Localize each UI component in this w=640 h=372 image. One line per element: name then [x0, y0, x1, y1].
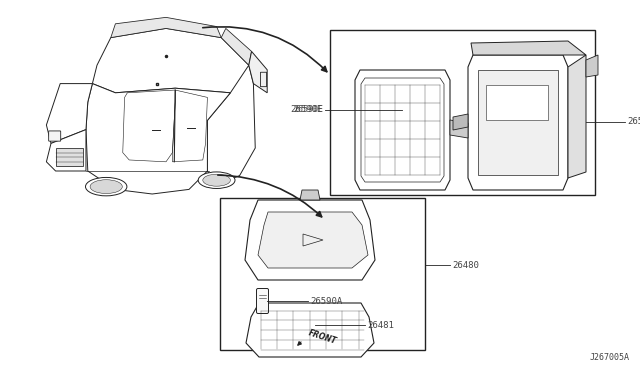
Text: 26590E: 26590E: [291, 106, 323, 115]
Polygon shape: [46, 129, 86, 171]
Text: J267005A: J267005A: [590, 353, 630, 362]
Polygon shape: [468, 55, 568, 190]
FancyBboxPatch shape: [49, 131, 61, 141]
Polygon shape: [568, 55, 586, 178]
Polygon shape: [249, 51, 268, 93]
Polygon shape: [300, 190, 320, 200]
FancyBboxPatch shape: [260, 72, 267, 87]
Polygon shape: [92, 28, 253, 93]
Bar: [486, 85, 548, 120]
Bar: [220, 198, 425, 350]
Polygon shape: [246, 303, 374, 357]
Polygon shape: [355, 70, 450, 190]
Bar: [478, 70, 558, 175]
Polygon shape: [221, 28, 252, 65]
Ellipse shape: [198, 172, 235, 189]
Polygon shape: [450, 120, 468, 138]
Polygon shape: [258, 212, 368, 268]
Polygon shape: [453, 114, 468, 130]
Ellipse shape: [86, 177, 127, 196]
Bar: [330, 30, 595, 195]
Polygon shape: [586, 55, 598, 77]
Polygon shape: [111, 17, 221, 38]
Polygon shape: [471, 41, 586, 55]
Polygon shape: [56, 148, 83, 166]
Polygon shape: [86, 84, 230, 194]
Ellipse shape: [90, 180, 122, 193]
Text: 26480: 26480: [452, 260, 479, 269]
Text: 26590A: 26590A: [310, 296, 342, 305]
Polygon shape: [46, 84, 92, 143]
Ellipse shape: [203, 174, 230, 186]
Text: 26590E: 26590E: [293, 106, 323, 115]
Text: FRONT: FRONT: [307, 328, 337, 346]
Text: 26590: 26590: [627, 118, 640, 126]
FancyBboxPatch shape: [257, 289, 269, 314]
Polygon shape: [245, 200, 375, 280]
Text: 26481: 26481: [367, 321, 394, 330]
Polygon shape: [207, 65, 255, 185]
